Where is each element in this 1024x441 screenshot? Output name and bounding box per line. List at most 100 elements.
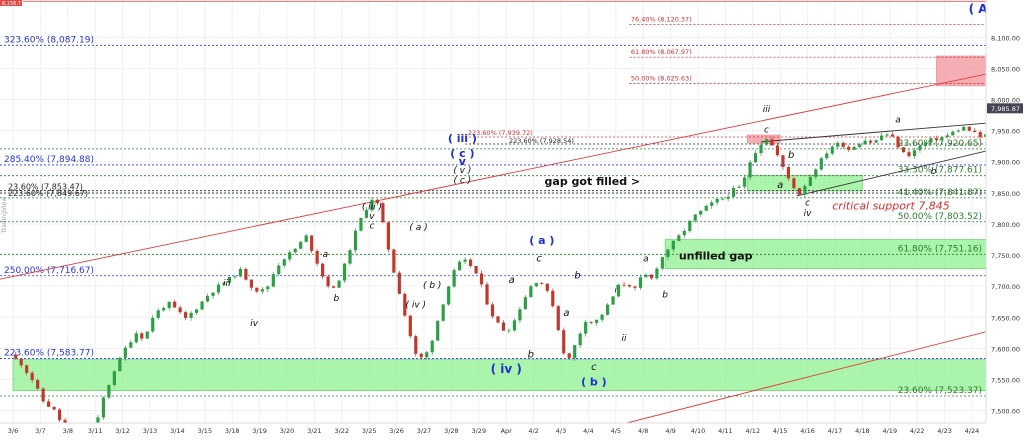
candle-body — [507, 330, 511, 332]
y-tick-label: 7,900.00 — [991, 159, 1020, 167]
candle-body — [688, 220, 692, 231]
wave-label: ( b ) — [423, 281, 441, 291]
candle-body — [123, 347, 127, 358]
candle-body — [967, 126, 971, 131]
x-tick-label: 3/28 — [444, 427, 459, 435]
candle-body — [907, 152, 911, 157]
fib-level-label: 61.80% (8,067.97) — [631, 48, 692, 56]
wave-label: ( iv ) — [491, 362, 522, 376]
candle-body — [644, 274, 648, 278]
candle-body — [463, 259, 467, 262]
candle-body — [375, 199, 380, 204]
candle-body — [112, 371, 116, 385]
y-tick-label: 8,000.00 — [991, 97, 1020, 105]
candle-body — [222, 282, 226, 285]
wave-label: ( c ) — [454, 176, 472, 186]
fib-level-label: 250.00% (7,716.67) — [4, 266, 94, 276]
fib-level-label: 223.60% (7,928.54) — [509, 137, 574, 145]
candle-body — [737, 186, 741, 188]
candle-body — [671, 240, 675, 250]
x-tick-label: 4/2 — [528, 427, 538, 435]
x-tick-label: 4/23 — [937, 427, 952, 435]
y-axis-panel — [986, 0, 1024, 437]
watermark-tradingview: TradingView — [1, 197, 8, 234]
candle-body — [227, 276, 232, 283]
candle-body — [518, 309, 522, 321]
candle-body — [890, 134, 895, 137]
candle-body — [666, 249, 670, 258]
wave-label: b — [788, 150, 794, 161]
candle-body — [956, 130, 960, 132]
candle-body — [940, 137, 944, 141]
wave-label: ( b ) — [581, 376, 607, 389]
candle-body — [896, 136, 900, 148]
x-tick-label: Apr — [501, 427, 513, 435]
candle-body — [211, 292, 215, 296]
trendline-black — [796, 150, 986, 197]
candle-body — [951, 131, 955, 136]
candle-body — [353, 230, 358, 251]
candle-body — [348, 250, 352, 264]
candle-body — [638, 277, 643, 288]
candle-body — [781, 155, 785, 167]
candle-body — [825, 153, 829, 159]
candle-body — [814, 169, 818, 177]
candles-layer — [14, 124, 999, 441]
candle-body — [710, 202, 714, 206]
trendline-black — [760, 122, 986, 143]
candle-body — [101, 397, 106, 418]
candle-body — [490, 304, 495, 317]
x-tick-label: 3/21 — [307, 427, 322, 435]
candle-body — [326, 276, 330, 287]
candle-body — [622, 284, 626, 286]
wave-label: ( iv ) — [405, 300, 426, 310]
candle-body — [184, 312, 188, 318]
candle-body — [386, 222, 390, 250]
wave-label: iv — [250, 319, 259, 329]
candle-body — [726, 196, 730, 199]
candle-body — [753, 153, 758, 163]
x-tick-label: 3/19 — [252, 427, 267, 435]
candle-body — [173, 301, 177, 308]
wave-label: a — [895, 116, 901, 126]
candle-body — [786, 166, 791, 179]
candle-body — [458, 261, 462, 271]
candle-body — [649, 274, 654, 279]
x-tick-label: 4/12 — [745, 427, 760, 435]
trendlines-layer — [0, 0, 986, 423]
candle-body — [337, 280, 341, 288]
candle-body — [830, 146, 834, 154]
x-tick-label: 4/11 — [718, 427, 733, 435]
fib-level-label: 61.80% (7,751.16) — [898, 244, 982, 254]
candle-body — [315, 250, 319, 264]
candle-body — [808, 176, 812, 187]
candle-body — [277, 265, 281, 275]
wave-label: ( a ) — [529, 234, 554, 247]
candle-body — [529, 286, 533, 298]
zone-green — [12, 359, 987, 391]
candle-body — [660, 257, 664, 269]
trendline-red — [624, 331, 986, 423]
candle-body — [567, 353, 571, 359]
candle-body — [452, 270, 456, 287]
y-tick-label: 8,100.00 — [991, 34, 1020, 42]
x-tick-label: 3/14 — [170, 427, 185, 435]
wave-label: iii — [223, 279, 231, 289]
candle-body — [523, 297, 527, 310]
candle-body — [912, 150, 917, 157]
candle-body — [156, 310, 160, 318]
wave-label: a — [323, 250, 329, 260]
candle-body — [441, 304, 445, 321]
candle-body — [57, 409, 62, 421]
x-tick-label: 3/27 — [417, 427, 432, 435]
candle-body — [397, 272, 401, 294]
x-tick-label: 3/25 — [362, 427, 377, 435]
candle-body — [447, 286, 451, 305]
candle-body — [474, 265, 478, 274]
candle-body — [310, 235, 314, 251]
fib-level-label: 23.60% (7,920.65) — [898, 139, 982, 149]
candle-body — [677, 235, 681, 241]
candle-body — [611, 296, 615, 305]
